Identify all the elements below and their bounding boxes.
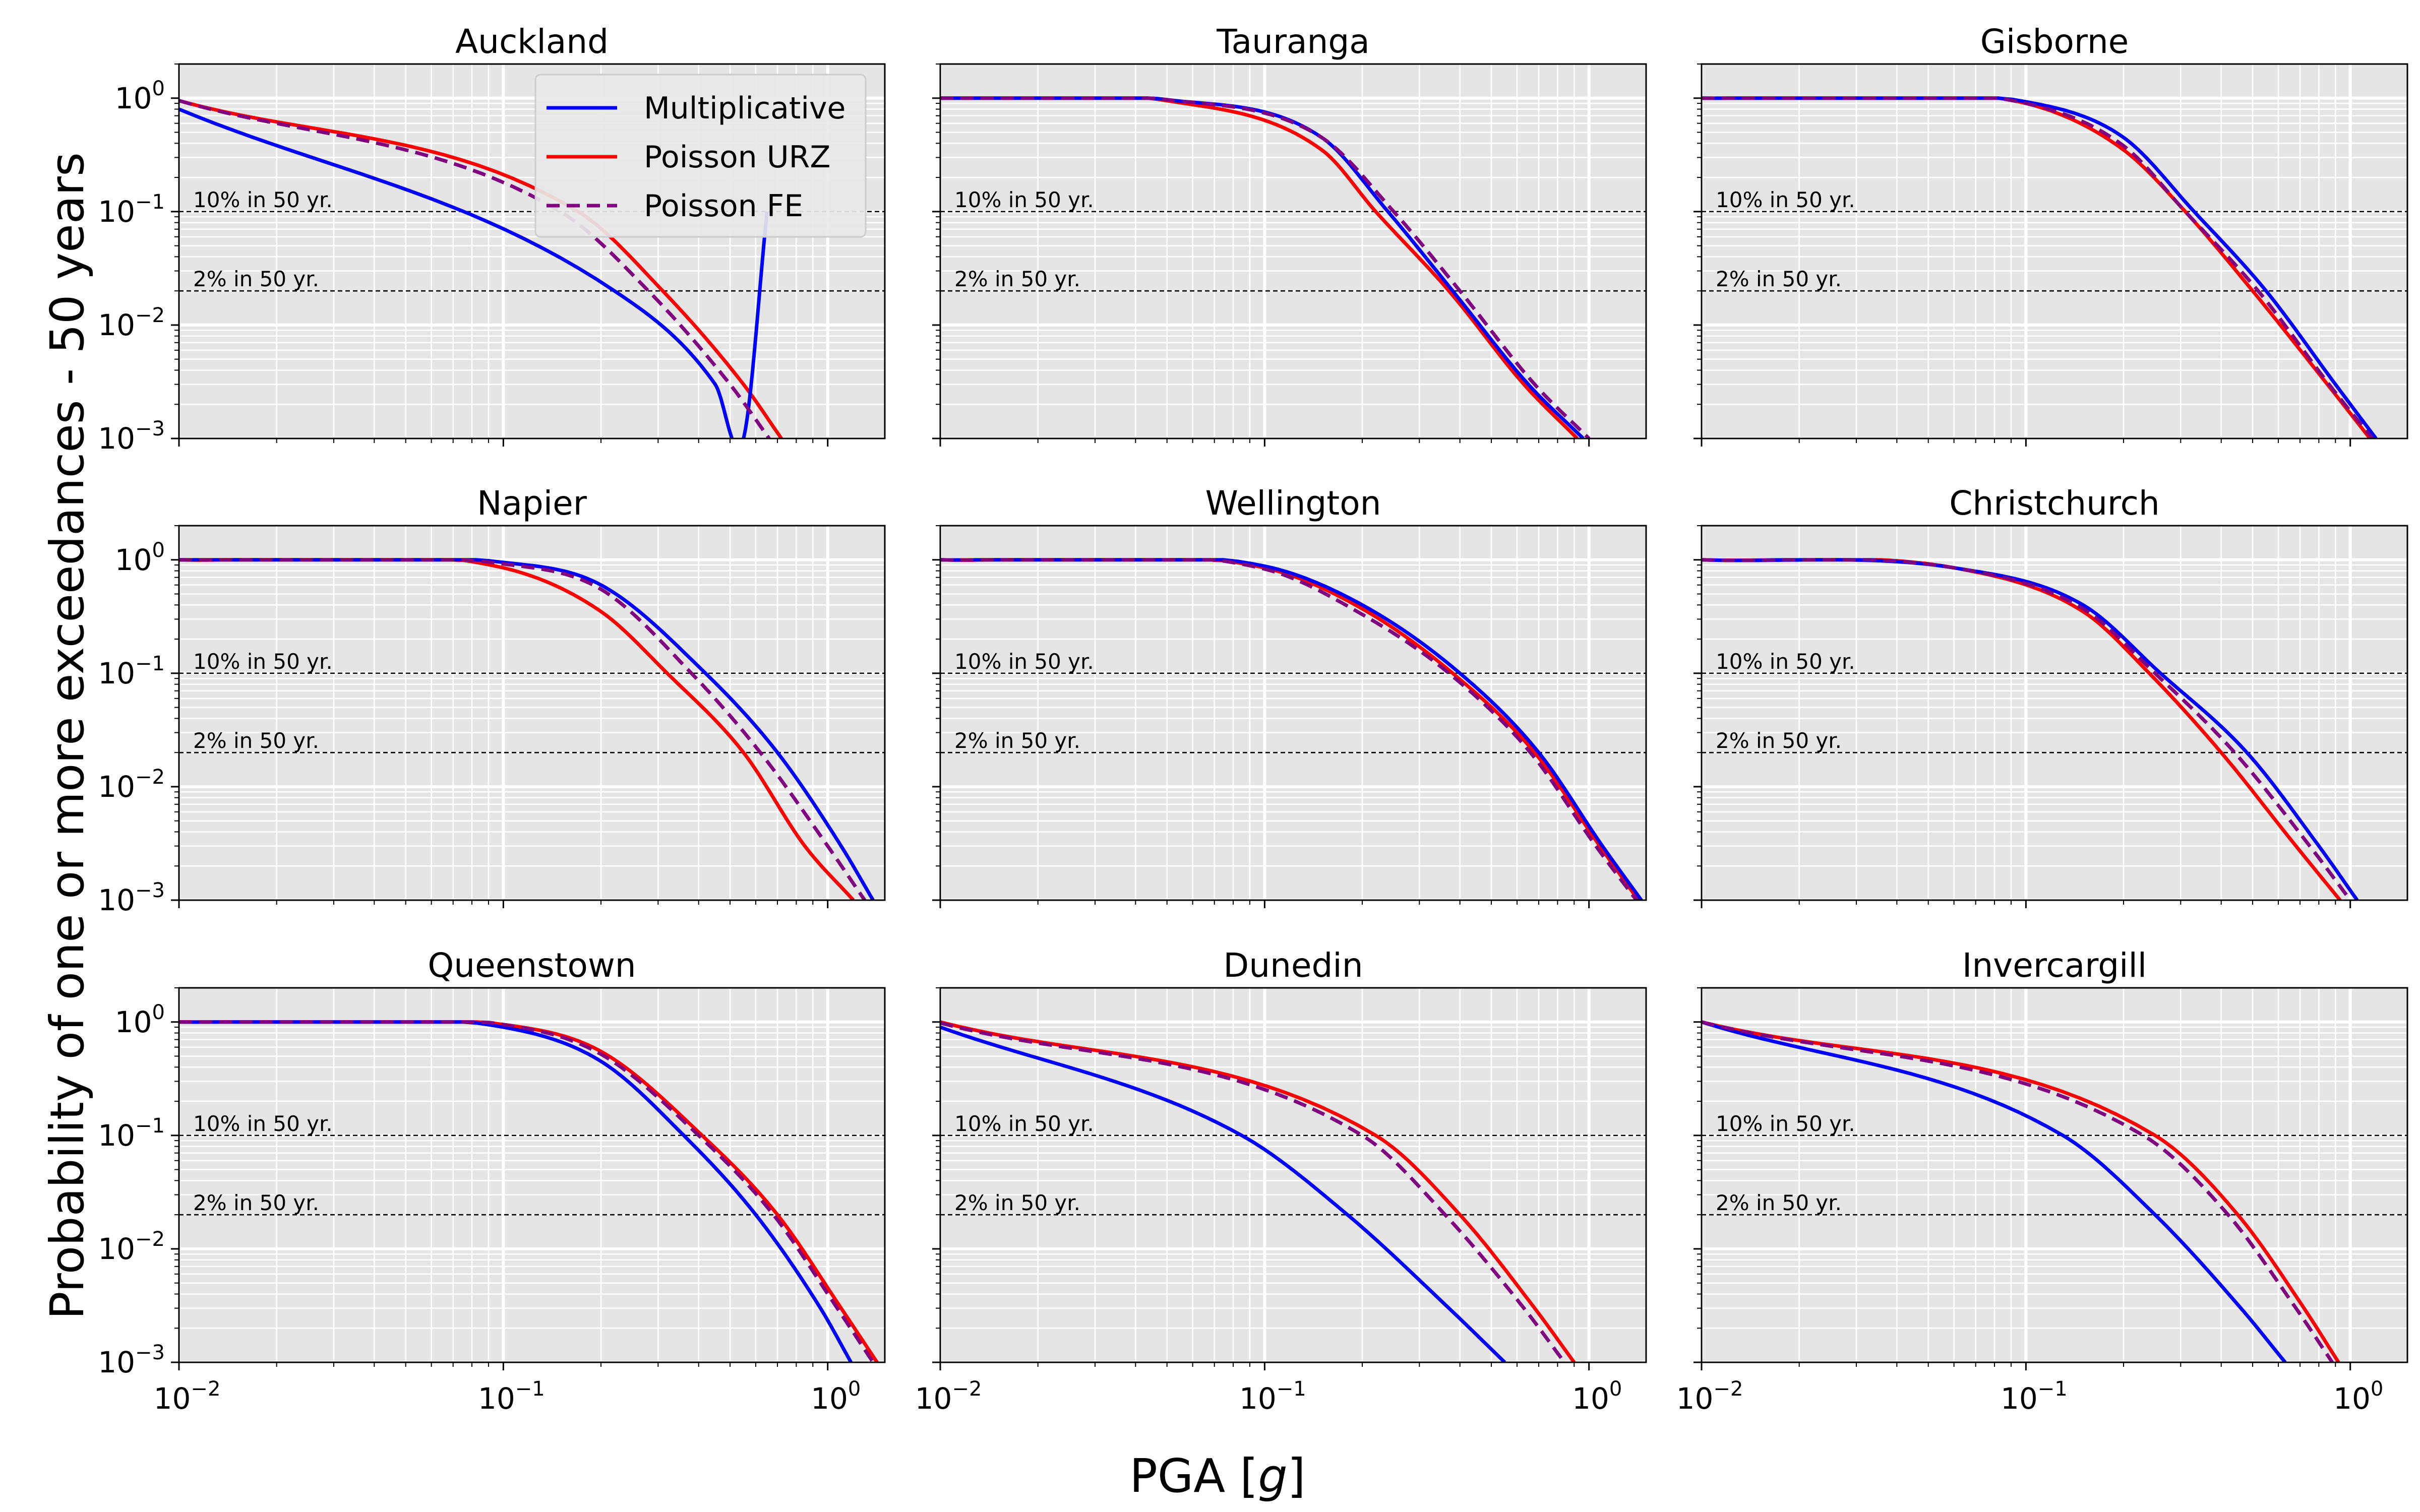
reference-label: 10% in 50 yr. [193, 1111, 333, 1136]
reference-label: 10% in 50 yr. [1716, 649, 1855, 674]
panel-title: Invercargill [1962, 946, 2147, 985]
x-tick-label: 10−1 [478, 1377, 545, 1416]
y-tick-label: 100 [115, 1001, 165, 1039]
panel-title: Napier [477, 484, 587, 523]
panel-tauranga: 10% in 50 yr. 2% in 50 yr. Tauranga [932, 22, 1646, 447]
y-axis-label: Probability of one or more exceedances -… [40, 152, 94, 1319]
legend-label: Poisson FE [644, 188, 803, 224]
y-tick-label: 10−3 [98, 879, 165, 917]
x-tick-label: 10−2 [154, 1377, 221, 1416]
panel-christchurch: 10% in 50 yr. 2% in 50 yr. Christchurch [1693, 484, 2407, 908]
panel-dunedin: 10% in 50 yr. 2% in 50 yr. 10−2 10−1 100 Dune… [915, 946, 1646, 1416]
x-tick-label: 100 [2333, 1377, 2383, 1416]
y-tick-label: 100 [115, 77, 165, 115]
x-tick-label: 10−1 [1239, 1377, 1306, 1416]
reference-label: 10% in 50 yr. [954, 187, 1094, 212]
reference-label: 10% in 50 yr. [193, 187, 333, 212]
reference-label: 10% in 50 yr. [954, 1111, 1094, 1136]
x-axis-label: PGA [g] [1129, 1449, 1305, 1503]
x-axis-label-unit: g [1258, 1449, 1287, 1503]
x-tick-label: 10−2 [915, 1377, 982, 1416]
reference-label: 2% in 50 yr. [954, 1190, 1080, 1215]
y-tick-label: 10−3 [98, 1341, 165, 1379]
x-tick-label: 10−1 [2001, 1377, 2068, 1416]
reference-label: 2% in 50 yr. [954, 267, 1080, 291]
y-tick-label: 10−1 [98, 191, 165, 229]
reference-label: 2% in 50 yr. [954, 728, 1080, 753]
panel-title: Wellington [1205, 484, 1381, 523]
panel-invercargill: 10% in 50 yr. 2% in 50 yr. 10−2 10−1 100 Inve… [1676, 946, 2407, 1416]
y-tick-label: 10−2 [98, 1228, 165, 1266]
panel-background [179, 526, 885, 900]
reference-label: 2% in 50 yr. [1716, 1190, 1842, 1215]
reference-label: 2% in 50 yr. [193, 728, 319, 753]
y-tick-label: 10−2 [98, 766, 165, 804]
panel-title: Tauranga [1216, 22, 1369, 61]
panel-background [1702, 526, 2407, 900]
panel-title: Queenstown [428, 946, 636, 985]
panel-background [179, 988, 885, 1362]
x-tick-label: 100 [1572, 1377, 1622, 1416]
reference-label: 2% in 50 yr. [193, 1190, 319, 1215]
reference-label: 2% in 50 yr. [1716, 267, 1842, 291]
panel-title: Christchurch [1949, 484, 2159, 523]
x-tick-label: 100 [811, 1377, 861, 1416]
x-tick-label: 10−2 [1676, 1377, 1743, 1416]
panel-title: Dunedin [1223, 946, 1363, 985]
panel-background [1702, 64, 2407, 438]
y-tick-label: 10−3 [98, 417, 165, 456]
panel-napier: 10% in 50 yr. 2% in 50 yr. 100 10−1 10−2 10−3… [98, 484, 885, 917]
legend: Multiplicative Poisson URZ Poisson FE [535, 75, 866, 237]
legend-label: Multiplicative [644, 91, 845, 126]
panel-wellington: 10% in 50 yr. 2% in 50 yr. Wellington [932, 484, 1646, 908]
panel-title: Gisborne [1980, 22, 2129, 61]
reference-label: 10% in 50 yr. [1716, 1111, 1855, 1136]
panels: 10% in 50 yr.2% in 50 yr.10010−110−210−3… [98, 22, 2407, 1416]
reference-label: 2% in 50 yr. [193, 267, 319, 291]
panel-background [940, 526, 1646, 900]
panel-queenstown: 10% in 50 yr.2% in 50 yr.10010−110−210−3… [98, 946, 885, 1416]
reference-label: 10% in 50 yr. [1716, 187, 1855, 212]
reference-label: 10% in 50 yr. [193, 649, 333, 674]
y-tick-label: 10−2 [98, 304, 165, 342]
y-tick-label: 10−1 [98, 652, 165, 690]
x-axis-label-suffix: ] [1288, 1449, 1306, 1503]
panel-title: Auckland [455, 22, 609, 61]
panel-gisborne: 10% in 50 yr. 2% in 50 yr. Gisborne [1693, 22, 2407, 447]
legend-label: Poisson URZ [644, 140, 830, 175]
y-tick-label: 100 [115, 539, 165, 577]
reference-label: 2% in 50 yr. [1716, 728, 1842, 753]
x-axis-label-prefix: PGA [ [1129, 1449, 1258, 1503]
reference-label: 10% in 50 yr. [954, 649, 1094, 674]
y-tick-label: 10−1 [98, 1114, 165, 1153]
